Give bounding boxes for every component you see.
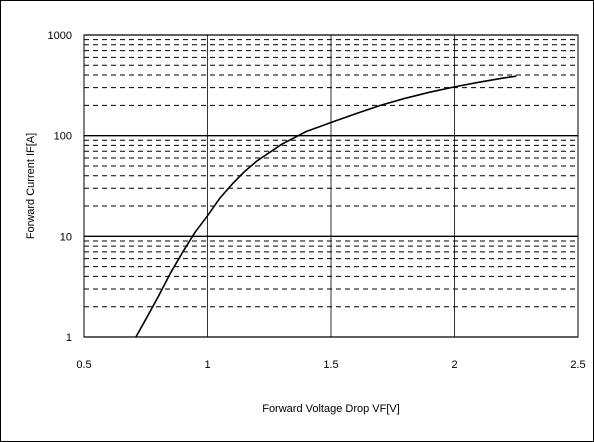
series-line [135,75,517,338]
x-tick-label: 2.5 [570,359,585,371]
series-layer [135,75,517,338]
tick-label-layer: 0.5 1 1.5 2 2.5 1 10 100 1000 [48,30,586,371]
x-axis-label: Forward Voltage Drop VF[V] [262,403,400,415]
x-tick-label: 2 [451,359,457,371]
x-tick-label: 1.5 [323,359,338,371]
y-tick-label: 1000 [48,30,72,42]
x-tick-label: 0.5 [76,359,91,371]
grid-layer [83,34,579,338]
y-tick-label: 1 [66,332,72,344]
y-tick-label: 100 [54,131,72,143]
x-tick-label: 1 [204,359,210,371]
plot-area-border [83,34,579,338]
y-tick-label: 10 [60,231,72,243]
y-axis-label: Forward Current IF[A] [25,133,37,239]
